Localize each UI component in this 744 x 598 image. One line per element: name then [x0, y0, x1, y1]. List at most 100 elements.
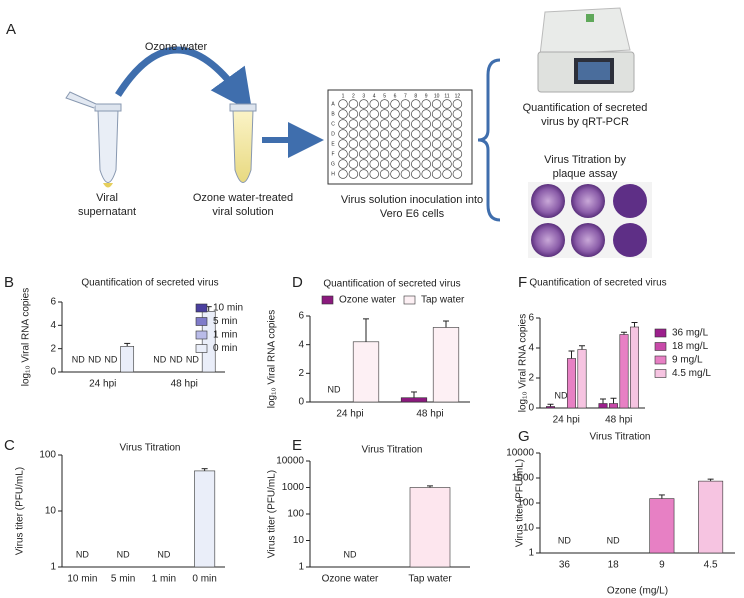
well	[338, 109, 348, 119]
chart-title: Quantification of secreted virus	[529, 278, 666, 289]
bar	[352, 341, 380, 403]
well	[338, 119, 348, 129]
legend-label: 18 mg/L	[672, 341, 709, 352]
plate-column-label: 9	[425, 93, 428, 99]
x-tick-label: 48 hpi	[416, 409, 443, 420]
y-tick-label: 10000	[276, 456, 304, 467]
x-axis-label: Ozone (mg/L)	[607, 586, 668, 597]
well	[379, 139, 390, 149]
well	[338, 129, 348, 139]
x-tick-label: 4.5	[704, 560, 718, 571]
legend-label: 9 mg/L	[672, 355, 703, 366]
chart: G Virus Titration Virus titer (PFU/mL)1 10 1…	[506, 428, 735, 597]
legend-label: Ozone water	[339, 295, 396, 306]
well	[348, 149, 359, 159]
well	[379, 149, 390, 159]
plate-column-label: 2	[352, 93, 355, 99]
x-tick-label: 9	[659, 560, 665, 571]
legend-swatch	[654, 342, 667, 351]
caption: Virus Titration by	[544, 154, 626, 166]
well	[421, 109, 431, 119]
plate-column-label: 8	[414, 93, 417, 99]
well	[431, 99, 442, 109]
plaque-plates	[528, 182, 652, 258]
well	[421, 119, 431, 129]
y-tick-label: 10000	[506, 448, 534, 459]
plate-column-label: 11	[444, 93, 449, 99]
well	[421, 169, 431, 179]
well	[338, 149, 348, 159]
well	[452, 129, 463, 139]
well	[421, 159, 431, 169]
y-tick-label: 4	[528, 343, 534, 354]
bar	[619, 334, 629, 409]
tube-icon	[229, 103, 257, 183]
well	[442, 119, 452, 129]
plate-row-label: H	[331, 171, 335, 177]
well	[338, 159, 348, 169]
bar	[201, 311, 216, 373]
y-tick-label: 0	[50, 367, 56, 378]
caption: virus by qRT-PCR	[541, 116, 629, 128]
y-tick-label: 0	[528, 403, 534, 414]
well	[431, 149, 442, 159]
nd-label: ND	[555, 390, 568, 400]
chart-title: Virus Titration	[362, 445, 423, 456]
bar	[698, 480, 724, 554]
well	[411, 149, 421, 159]
well	[348, 109, 359, 119]
legend-label: 36 mg/L	[672, 328, 709, 339]
plate-column-label: 7	[404, 93, 407, 99]
well	[369, 139, 379, 149]
plate-row-label: C	[331, 121, 335, 127]
bar	[400, 397, 428, 403]
y-tick-label: 10	[45, 506, 57, 517]
legend-swatch	[195, 330, 208, 340]
caption: Viral	[96, 192, 118, 204]
well	[400, 99, 411, 109]
panel-letter: C	[4, 437, 15, 454]
arrow-label: Ozone water	[145, 41, 208, 53]
well	[442, 169, 452, 179]
legend-label: 0 min	[213, 343, 237, 354]
x-tick-label: 0 min	[192, 574, 216, 585]
well	[411, 139, 421, 149]
well	[359, 159, 369, 169]
well	[348, 119, 359, 129]
nd-label: ND	[72, 354, 85, 364]
nd-label: ND	[344, 549, 357, 559]
x-tick-label: 18	[608, 560, 620, 571]
well	[338, 139, 348, 149]
y-tick-label: 100	[517, 498, 534, 509]
legend-swatch	[195, 303, 208, 313]
well	[359, 139, 369, 149]
nd-label: ND	[170, 354, 183, 364]
well	[411, 159, 421, 169]
nd-label: ND	[117, 549, 130, 559]
panel-letter: B	[4, 274, 14, 291]
well	[348, 99, 359, 109]
well	[379, 159, 390, 169]
caption: supernatant	[78, 206, 136, 218]
well	[390, 99, 400, 109]
caption: Virus solution inoculation into	[341, 194, 483, 206]
legend-swatch	[321, 295, 334, 305]
well	[452, 149, 463, 159]
well	[411, 119, 421, 129]
x-tick-label: 36	[559, 560, 571, 571]
legend-swatch	[195, 344, 208, 353]
well	[411, 129, 421, 139]
panel-letter: A	[6, 21, 16, 38]
well	[369, 119, 379, 129]
y-tick-label: 1	[528, 548, 534, 559]
well	[431, 109, 442, 119]
well	[379, 169, 390, 179]
well	[431, 159, 442, 169]
well	[369, 129, 379, 139]
chart: D Quantification of secreted virus log₁₀ V…	[267, 274, 470, 420]
well	[379, 129, 390, 139]
well	[421, 129, 431, 139]
y-tick-label: 4	[50, 320, 56, 331]
chart-title: Quantification of secreted virus	[323, 279, 460, 290]
plate-column-label: 12	[455, 93, 461, 99]
